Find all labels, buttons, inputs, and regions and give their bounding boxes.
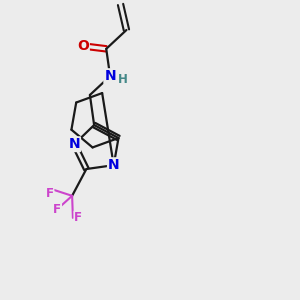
Text: N: N xyxy=(104,69,116,83)
Text: N: N xyxy=(68,137,80,151)
Text: F: F xyxy=(53,202,61,216)
Text: F: F xyxy=(46,187,54,200)
Text: F: F xyxy=(74,212,82,224)
Text: N: N xyxy=(108,158,119,172)
Text: O: O xyxy=(77,39,89,53)
Text: H: H xyxy=(118,73,128,86)
